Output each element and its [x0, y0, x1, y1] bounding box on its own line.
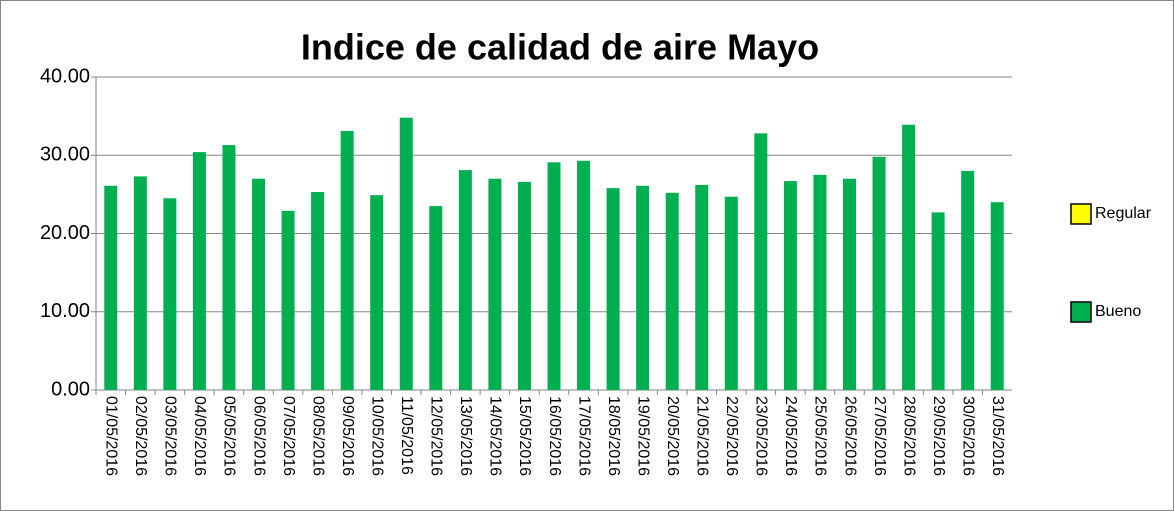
- x-tick-label: 06/05/2016: [250, 396, 267, 476]
- x-tick-label: 09/05/2016: [339, 396, 356, 476]
- bar: [517, 181, 531, 390]
- legend-swatch: [1070, 203, 1092, 225]
- bar: [252, 178, 266, 390]
- bar: [133, 176, 147, 390]
- x-tick-label: 01/05/2016: [103, 396, 120, 476]
- x-tick-label: 28/05/2016: [900, 396, 917, 476]
- x-tick-label: 29/05/2016: [930, 396, 947, 476]
- bar: [222, 145, 236, 390]
- x-tick-label: 11/05/2016: [398, 396, 415, 475]
- chart-title: Indice de calidad de aire Mayo: [301, 27, 819, 68]
- x-tick-label: 08/05/2016: [309, 396, 326, 476]
- bar: [961, 170, 975, 390]
- bar: [370, 195, 384, 390]
- x-tick-label: 30/05/2016: [959, 396, 976, 476]
- x-tick-label: 20/05/2016: [664, 396, 681, 476]
- bar: [931, 212, 945, 390]
- x-tick-label: 12/05/2016: [428, 396, 445, 476]
- x-tick-label: 31/05/2016: [989, 396, 1006, 476]
- x-tick-label: 22/05/2016: [723, 396, 740, 476]
- x-tick-label: 16/05/2016: [546, 396, 563, 476]
- y-tick-label: 40.00: [40, 65, 90, 87]
- x-tick-label: 14/05/2016: [487, 396, 504, 476]
- legend-label: Regular: [1095, 205, 1152, 222]
- bar: [724, 196, 738, 390]
- x-tick-label: 13/05/2016: [457, 396, 474, 476]
- bar: [842, 178, 856, 390]
- legend-label: Bueno: [1095, 303, 1141, 320]
- bar: [754, 133, 768, 390]
- x-tick-label: 05/05/2016: [221, 396, 238, 476]
- bar: [547, 162, 561, 390]
- bar: [665, 192, 679, 390]
- y-tick-label: 10.00: [40, 300, 90, 322]
- bar: [636, 185, 650, 390]
- x-tick-label: 03/05/2016: [162, 396, 179, 476]
- x-tick-label: 17/05/2016: [575, 396, 592, 476]
- bar: [399, 117, 413, 390]
- bar: [340, 130, 354, 390]
- bar: [163, 198, 177, 390]
- bar: [104, 185, 118, 390]
- bar: [606, 188, 620, 390]
- bar: [458, 170, 472, 390]
- bar: [902, 124, 916, 391]
- bar: [872, 156, 886, 390]
- x-tick-label: 02/05/2016: [132, 396, 149, 476]
- x-tick-label: 26/05/2016: [841, 396, 858, 476]
- y-tick-label: 20.00: [40, 222, 90, 244]
- bar: [783, 181, 797, 390]
- x-tick-label: 19/05/2016: [634, 396, 651, 476]
- bar: [311, 192, 325, 390]
- x-tick-label: 25/05/2016: [812, 396, 829, 476]
- y-tick-label: 30.00: [40, 144, 90, 166]
- x-tick-label: 15/05/2016: [516, 396, 533, 476]
- bar: [813, 174, 827, 390]
- x-tick-label: 07/05/2016: [280, 396, 297, 476]
- bar: [488, 178, 502, 390]
- x-tick-label: 18/05/2016: [605, 396, 622, 476]
- bar: [192, 152, 206, 390]
- x-tick-label: 24/05/2016: [782, 396, 799, 476]
- x-tick-label: 27/05/2016: [871, 396, 888, 476]
- bar: [695, 184, 709, 390]
- x-tick-label: 23/05/2016: [753, 396, 770, 476]
- bar: [281, 210, 295, 390]
- bar: [577, 160, 591, 390]
- x-tick-label: 04/05/2016: [191, 396, 208, 476]
- y-tick-label: 0.00: [51, 378, 90, 400]
- bar: [429, 206, 443, 390]
- legend-swatch: [1070, 301, 1092, 323]
- x-tick-label: 21/05/2016: [694, 396, 711, 476]
- x-tick-label: 10/05/2016: [368, 396, 385, 476]
- bar: [990, 202, 1004, 390]
